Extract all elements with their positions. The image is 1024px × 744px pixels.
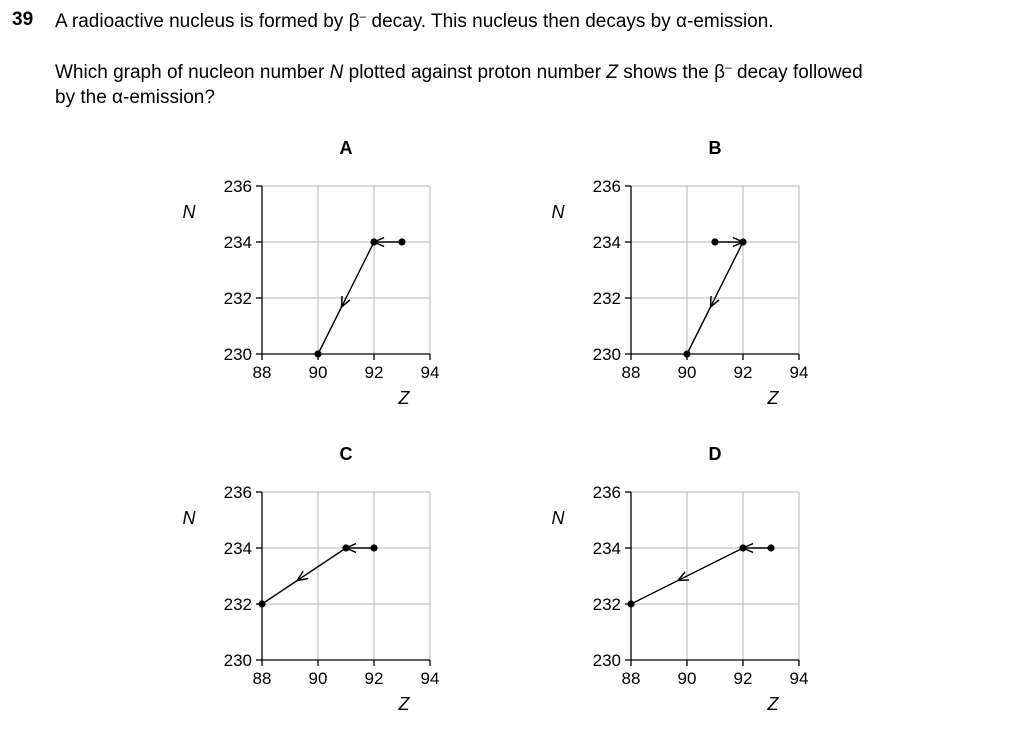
x-tick-label: 88 (253, 669, 272, 688)
question-line-1: A radioactive nucleus is formed by β– de… (55, 9, 774, 33)
arrow-head (676, 571, 690, 582)
y-tick-label: 230 (224, 345, 252, 364)
y-tick-label: 234 (593, 233, 621, 252)
y-tick-label: 230 (593, 651, 621, 670)
q-text: Which graph of nucleon number (55, 62, 330, 83)
y-axis-label: N (183, 202, 197, 222)
y-tick-label: 234 (593, 539, 621, 558)
data-point (739, 238, 747, 246)
x-tick-label: 92 (734, 363, 753, 382)
beta-symbol: β (348, 11, 360, 32)
data-point (370, 238, 378, 246)
n-symbol: N (329, 62, 344, 83)
y-tick-label: 236 (593, 177, 621, 196)
x-tick-label: 92 (365, 363, 384, 382)
y-tick-label: 232 (224, 289, 252, 308)
data-point (683, 350, 691, 358)
alpha-symbol: α (112, 87, 124, 108)
arrow-head (340, 295, 351, 309)
graph-title: A (340, 138, 353, 158)
decay-step-line (630, 547, 744, 605)
data-point (398, 238, 406, 246)
y-tick-label: 232 (593, 289, 621, 308)
q-text: A radioactive nucleus is formed by (55, 11, 349, 32)
data-point (314, 350, 322, 358)
decay-step-line (686, 241, 744, 355)
data-point (627, 600, 635, 608)
beta-symbol: β (714, 62, 726, 83)
data-point (342, 544, 350, 552)
question-number: 39 (12, 9, 34, 30)
x-tick-label: 90 (678, 363, 697, 382)
y-tick-label: 232 (593, 595, 621, 614)
y-tick-label: 230 (224, 651, 252, 670)
minus-superscript: – (359, 9, 367, 23)
graph-title: B (709, 138, 722, 158)
question-line-3: by the α-emission? (55, 87, 215, 109)
arrow-head (709, 295, 720, 309)
x-axis-label: Z (767, 388, 780, 408)
y-axis-label: N (552, 202, 566, 222)
alpha-symbol: α (676, 11, 688, 32)
graph-a: 88 90 92 94 230 232 234 236 A N Z (183, 138, 440, 408)
y-tick-label: 234 (224, 233, 252, 252)
z-symbol: Z (606, 62, 618, 83)
x-tick-label: 90 (309, 669, 328, 688)
graph-b: 88 90 92 94 230 232 234 236 B N Z (552, 138, 809, 408)
data-point (711, 238, 719, 246)
y-tick-label: 234 (224, 539, 252, 558)
x-tick-label: 92 (365, 669, 384, 688)
y-axis-label: N (552, 508, 566, 528)
y-tick-label: 236 (224, 483, 252, 502)
q-text: plotted against proton number (343, 62, 607, 83)
y-tick-label: 232 (224, 595, 252, 614)
y-tick-label: 236 (224, 177, 252, 196)
x-tick-label: 88 (622, 669, 641, 688)
arrow-head (295, 570, 309, 582)
q-text: -emission. (687, 11, 774, 32)
data-point (767, 544, 775, 552)
data-point (739, 544, 747, 552)
x-axis-label: Z (398, 694, 411, 714)
x-tick-label: 90 (309, 363, 328, 382)
data-point (258, 600, 266, 608)
q-text: by the (55, 87, 113, 108)
x-tick-label: 94 (790, 669, 809, 688)
y-tick-label: 236 (593, 483, 621, 502)
x-axis-label: Z (767, 694, 780, 714)
y-tick-label: 230 (593, 345, 621, 364)
minus-superscript: – (725, 60, 732, 74)
x-tick-label: 94 (421, 669, 440, 688)
graph-title: C (340, 444, 353, 464)
x-tick-label: 90 (678, 669, 697, 688)
decay-step-line (261, 547, 347, 605)
x-tick-label: 94 (790, 363, 809, 382)
question-line-2: Which graph of nucleon number N plotted … (55, 60, 863, 84)
decay-step-line (317, 241, 375, 355)
graph-d: 88 90 92 94 230 232 234 236 D N Z (552, 444, 809, 714)
q-text: decay. This nucleus then decays by (366, 11, 677, 32)
x-tick-label: 88 (253, 363, 272, 382)
data-point (370, 544, 378, 552)
q-text: -emission? (123, 87, 215, 108)
graph-title: D (709, 444, 722, 464)
x-tick-label: 88 (622, 363, 641, 382)
graph-c: 88 90 92 94 230 232 234 236 C N Z (183, 444, 440, 714)
q-text: shows the (617, 62, 715, 83)
y-axis-label: N (183, 508, 197, 528)
x-tick-label: 92 (734, 669, 753, 688)
x-axis-label: Z (398, 388, 411, 408)
q-text: decay followed (731, 62, 863, 83)
x-tick-label: 94 (421, 363, 440, 382)
